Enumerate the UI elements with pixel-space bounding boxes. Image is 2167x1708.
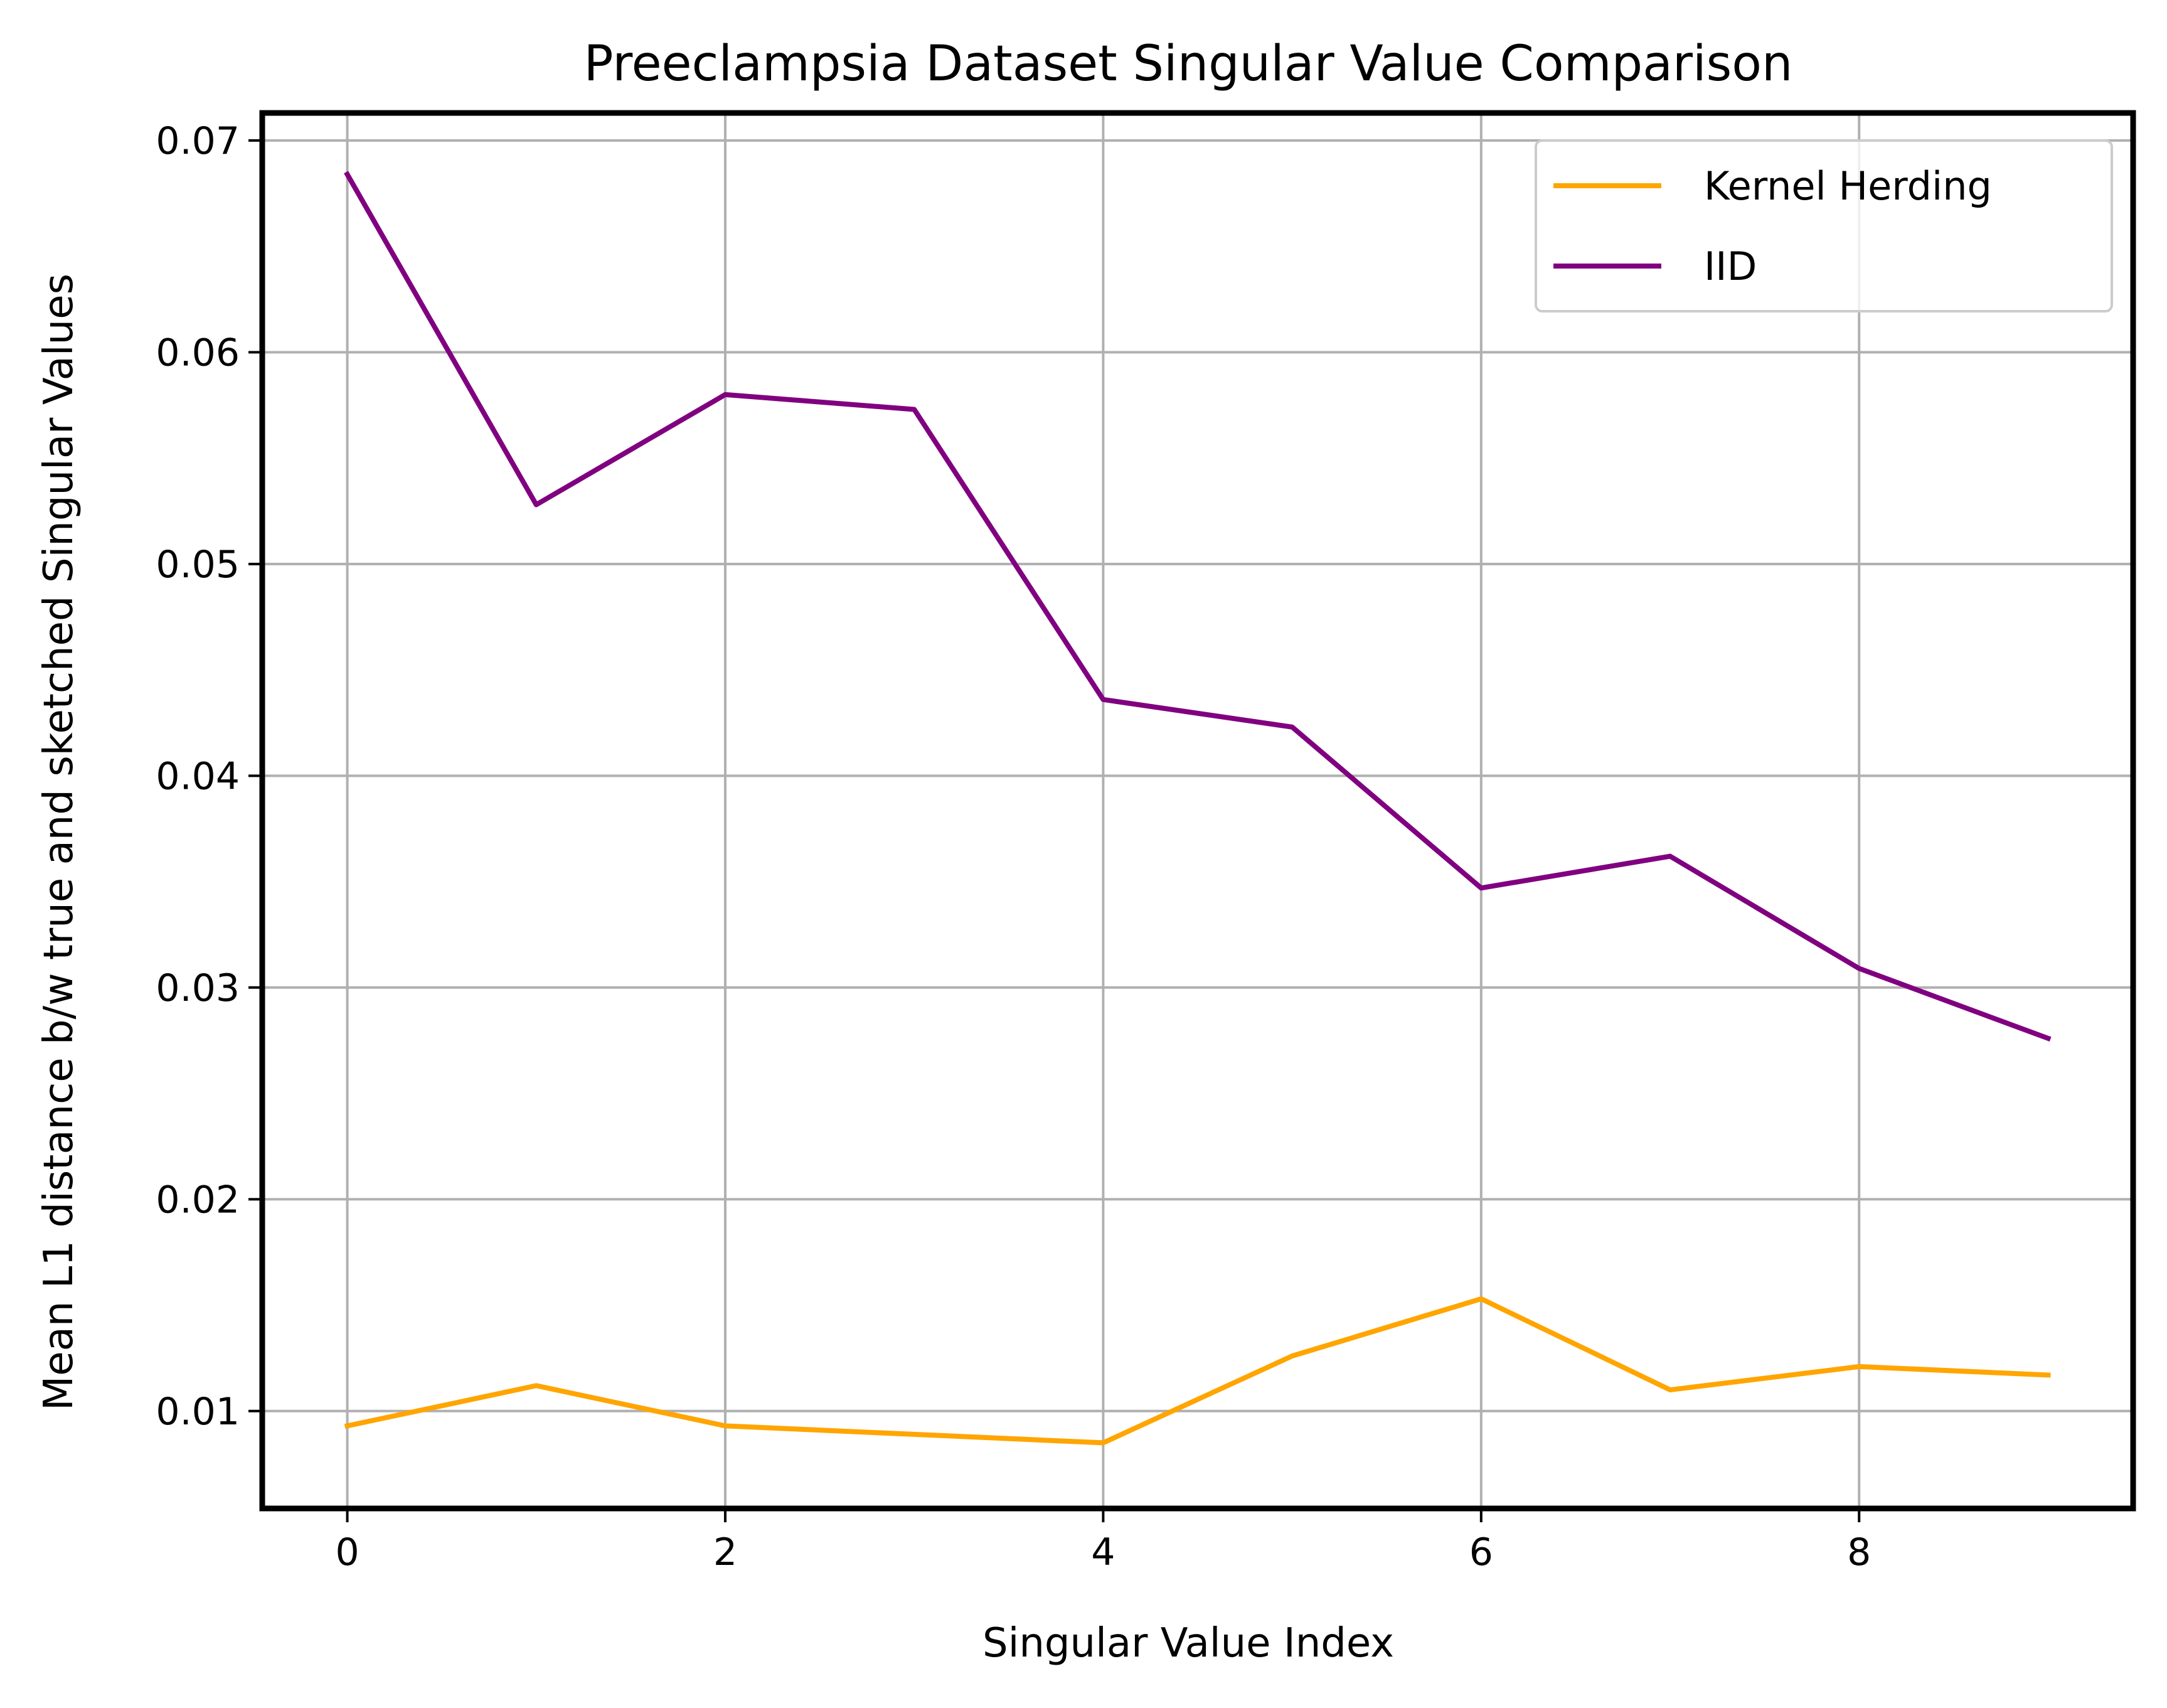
legend: Kernel Herding IID xyxy=(1535,139,2113,312)
data-point-1-3 xyxy=(913,408,915,410)
y-tick-label: 0.04 xyxy=(156,754,240,798)
x-tick-label: 2 xyxy=(713,1530,737,1574)
data-point-1-9 xyxy=(2047,1038,2048,1039)
y-tick-label: 0.05 xyxy=(156,543,240,587)
data-point-1-6 xyxy=(1481,887,1482,889)
data-point-1-2 xyxy=(725,394,726,395)
data-point-0-2 xyxy=(725,1425,726,1426)
legend-label-0: Kernel Herding xyxy=(1704,163,1992,209)
data-point-0-8 xyxy=(1858,1366,1860,1367)
x-tick-label: 8 xyxy=(1847,1530,1871,1574)
x-tick-label: 0 xyxy=(335,1530,359,1574)
legend-label-1: IID xyxy=(1704,243,1757,289)
grid xyxy=(262,113,2133,1508)
data-point-0-5 xyxy=(1292,1355,1293,1357)
y-tick-label: 0.07 xyxy=(156,119,240,163)
y-tick-label: 0.02 xyxy=(156,1178,240,1222)
data-point-1-5 xyxy=(1292,727,1293,728)
data-point-0-0 xyxy=(347,1425,348,1426)
y-axis-label: Mean L1 distance b/w true and sketched S… xyxy=(36,274,82,1411)
x-axis-label: Singular Value Index xyxy=(982,1620,1394,1667)
chart-title: Preeclampsia Dataset Singular Value Comp… xyxy=(584,36,1793,92)
series-line-1 xyxy=(344,171,2052,1042)
y-tick-label: 0.06 xyxy=(156,331,240,375)
legend-box xyxy=(1535,139,2113,312)
data-point-0-3 xyxy=(913,1434,915,1435)
plot-frame xyxy=(259,110,2136,1512)
y-tick-label: 0.01 xyxy=(156,1390,240,1434)
series-lines xyxy=(344,171,2052,1446)
data-point-0-4 xyxy=(1102,1442,1104,1443)
series-line-0 xyxy=(344,1296,2051,1446)
x-tick-label: 6 xyxy=(1469,1530,1493,1574)
data-point-1-4 xyxy=(1102,699,1104,700)
ticks: 0 2 4 6 8 0.01 0.02 0.03 0.04 0.05 0.06 0.07 xyxy=(156,119,1871,1574)
data-point-0-7 xyxy=(1669,1389,1671,1390)
data-point-1-8 xyxy=(1858,968,1860,969)
data-point-0-1 xyxy=(536,1385,537,1386)
data-point-1-7 xyxy=(1669,856,1671,857)
x-tick-label: 4 xyxy=(1091,1530,1115,1574)
y-tick-label: 0.03 xyxy=(156,966,240,1010)
data-point-1-1 xyxy=(536,504,537,505)
data-point-0-9 xyxy=(2047,1374,2048,1375)
data-point-0-6 xyxy=(1481,1298,1482,1300)
data-point-1-0 xyxy=(347,174,348,175)
